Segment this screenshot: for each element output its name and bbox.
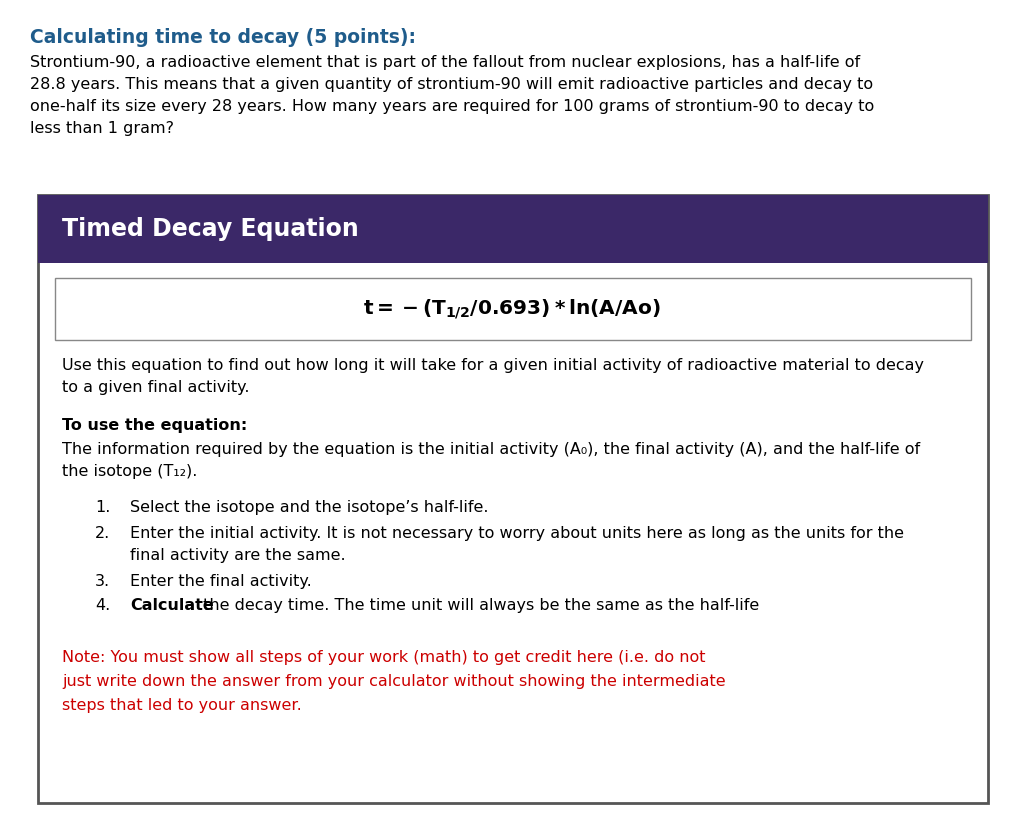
- Text: final activity are the same.: final activity are the same.: [130, 548, 346, 563]
- Text: The information required by the equation is the initial activity (A₀), the final: The information required by the equation…: [62, 442, 921, 457]
- Text: Note: You must show all steps of your work (math) to get credit here (i.e. do no: Note: You must show all steps of your wo…: [62, 650, 706, 665]
- Text: Use this equation to find out how long it will take for a given initial activity: Use this equation to find out how long i…: [62, 358, 924, 373]
- FancyBboxPatch shape: [55, 278, 971, 340]
- Text: steps that led to your answer.: steps that led to your answer.: [62, 698, 302, 713]
- Text: 4.: 4.: [95, 598, 111, 613]
- Text: Select the isotope and the isotope’s half-life.: Select the isotope and the isotope’s hal…: [130, 500, 488, 515]
- Text: To use the equation:: To use the equation:: [62, 418, 247, 433]
- FancyBboxPatch shape: [38, 195, 988, 803]
- Text: Calculating time to decay (5 points):: Calculating time to decay (5 points):: [30, 28, 416, 47]
- Text: just write down the answer from your calculator without showing the intermediate: just write down the answer from your cal…: [62, 674, 726, 689]
- Text: Enter the final activity.: Enter the final activity.: [130, 574, 311, 589]
- Text: Enter the initial activity. It is not necessary to worry about units here as lon: Enter the initial activity. It is not ne…: [130, 526, 904, 541]
- Text: one-half its size every 28 years. How many years are required for 100 grams of s: one-half its size every 28 years. How ma…: [30, 99, 874, 114]
- Text: less than 1 gram?: less than 1 gram?: [30, 121, 174, 136]
- Text: the isotope (T₁₂).: the isotope (T₁₂).: [62, 464, 198, 479]
- Text: the decay time. The time unit will always be the same as the half-life: the decay time. The time unit will alway…: [198, 598, 759, 613]
- Text: $\mathbf{t = -(T_{1/2}/0.693) * ln(A/Ao)}$: $\mathbf{t = -(T_{1/2}/0.693) * ln(A/Ao)…: [364, 297, 660, 321]
- Text: 28.8 years. This means that a given quantity of strontium-90 will emit radioacti: 28.8 years. This means that a given quan…: [30, 77, 873, 92]
- Text: Timed Decay Equation: Timed Decay Equation: [62, 217, 358, 241]
- Text: 1.: 1.: [95, 500, 111, 515]
- Text: 2.: 2.: [95, 526, 111, 541]
- Text: 3.: 3.: [95, 574, 111, 589]
- Text: Strontium-90, a radioactive element that is part of the fallout from nuclear exp: Strontium-90, a radioactive element that…: [30, 55, 860, 70]
- Text: Calculate: Calculate: [130, 598, 214, 613]
- Text: to a given final activity.: to a given final activity.: [62, 380, 250, 395]
- FancyBboxPatch shape: [38, 195, 988, 263]
